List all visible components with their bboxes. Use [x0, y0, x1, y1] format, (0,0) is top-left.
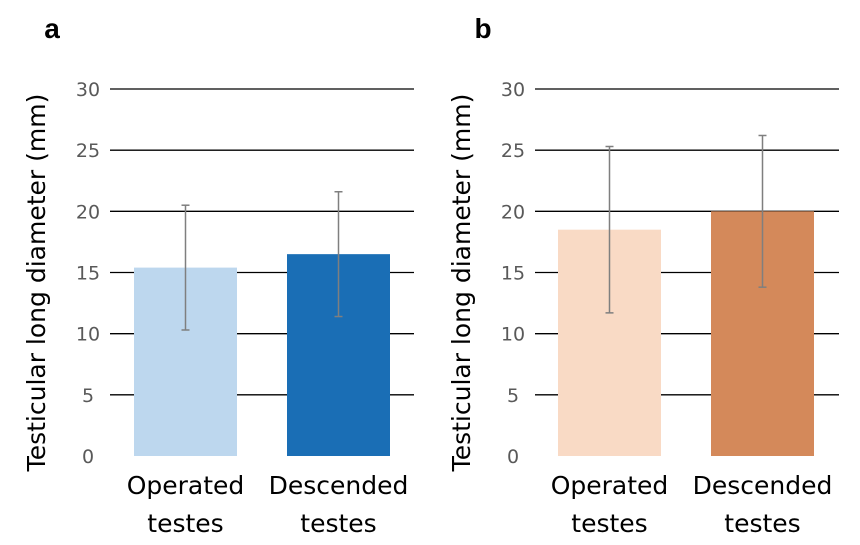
y-axis-label: Testicular long diameter (mm)	[22, 94, 51, 473]
y-tick-label-5: 5	[82, 385, 94, 407]
y-tick-label-20: 20	[76, 201, 100, 223]
y-tick-label-25: 25	[76, 140, 100, 162]
y-tick-label-10: 10	[501, 324, 525, 346]
y-tick-label-10: 10	[76, 324, 100, 346]
category-label-1-line2: testes	[571, 509, 647, 538]
y-tick-label-5: 5	[507, 385, 519, 407]
y-axis-label: Testicular long diameter (mm)	[447, 94, 476, 473]
category-label-2-line1: Descended	[693, 471, 833, 500]
category-label-1-line1: Operated	[551, 471, 669, 500]
y-tick-label-20: 20	[501, 201, 525, 223]
panel-label-b: b	[474, 13, 491, 44]
category-label-1-line1: Operated	[127, 471, 245, 500]
category-label-2-line2: testes	[300, 509, 376, 538]
y-tick-label-30: 30	[76, 79, 100, 101]
y-tick-label-0: 0	[82, 446, 94, 468]
category-label-2-line1: Descended	[269, 471, 409, 500]
panel-label-a: a	[44, 13, 60, 44]
category-label-1-line2: testes	[147, 509, 223, 538]
category-label-2-line2: testes	[724, 509, 800, 538]
y-tick-label-0: 0	[507, 446, 519, 468]
y-tick-label-25: 25	[501, 140, 525, 162]
y-tick-label-15: 15	[501, 263, 525, 285]
y-tick-label-15: 15	[76, 263, 100, 285]
y-tick-label-30: 30	[501, 79, 525, 101]
